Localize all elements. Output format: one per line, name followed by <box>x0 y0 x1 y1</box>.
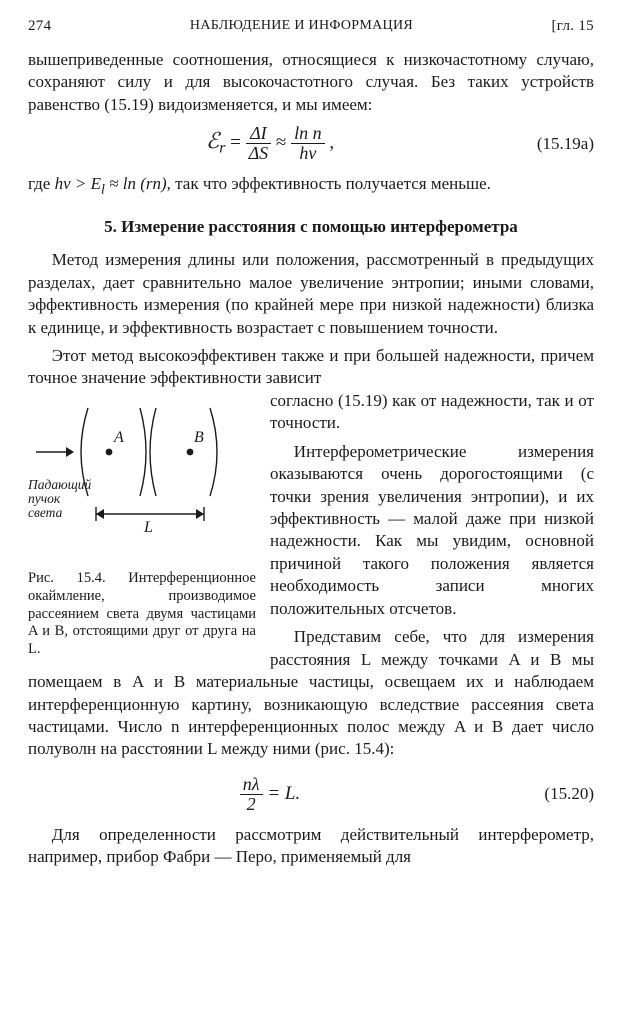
running-title: НАБЛЮДЕНИЕ И ИНФОРМАЦИЯ <box>190 18 413 35</box>
p2-math: hν > E <box>55 174 101 193</box>
label-L: L <box>143 519 153 536</box>
equation-15-19a: ℰr = ΔI ΔS ≈ ln n hν , (15.19а) <box>28 124 594 163</box>
equation-number: (15.19а) <box>512 134 594 154</box>
symbol-E-script: ℰ <box>206 128 219 153</box>
eq2-den: 2 <box>240 794 263 814</box>
frac2-num: ln n <box>291 124 325 143</box>
p2-post: , так что эффективность получается меньш… <box>167 174 491 193</box>
frac2-den: hν <box>291 143 325 163</box>
equation-number-2: (15.20) <box>512 784 594 804</box>
running-head: 274 НАБЛЮДЕНИЕ И ИНФОРМАЦИЯ [гл. 15 <box>28 18 594 35</box>
frac1-den: ΔS <box>246 143 272 163</box>
label-B: B <box>194 429 204 446</box>
equation-body-2: nλ 2 = L. <box>28 775 512 814</box>
diagram-svg: A B L <box>34 394 250 544</box>
approx-sign: ≈ <box>276 132 286 153</box>
label-A: A <box>113 429 124 446</box>
equation-15-20: nλ 2 = L. (15.20) <box>28 775 594 814</box>
paragraph-7: Для определенности рассмотрим действител… <box>28 824 594 869</box>
incident-1: Падающий <box>28 477 91 492</box>
incident-2: пучок <box>28 491 60 506</box>
p2-math2: ≈ ln (rn) <box>105 174 167 193</box>
figure-caption: Рис. 15.4. Интерференционное окаймление,… <box>28 570 256 658</box>
page-number: 274 <box>28 18 51 35</box>
paragraph-1: вышеприведенные соотношения, относящиеся… <box>28 49 594 116</box>
p2-pre: где <box>28 174 55 193</box>
frac1-num: ΔI <box>246 124 272 143</box>
subscript-r: r <box>219 140 225 157</box>
incident-3: света <box>28 505 62 520</box>
paragraph-4a: Этот метод высокоэффективен также и при … <box>28 345 594 390</box>
paragraph-3: Метод измерения длины или положения, рас… <box>28 249 594 339</box>
equation-body: ℰr = ΔI ΔS ≈ ln n hν , <box>28 124 512 163</box>
eq2-num: nλ <box>240 775 263 794</box>
figure-15-4: A B L Падающий пучок света Рис. 15.4. Ин… <box>28 394 256 659</box>
eq2-rhs: = L. <box>263 783 301 804</box>
chapter-mark: [гл. 15 <box>552 18 594 35</box>
paragraph-2: где hν > El ≈ ln (rn), так что эффективн… <box>28 173 594 199</box>
section-heading: 5. Измерение расстояния с помощью интерф… <box>28 217 594 237</box>
